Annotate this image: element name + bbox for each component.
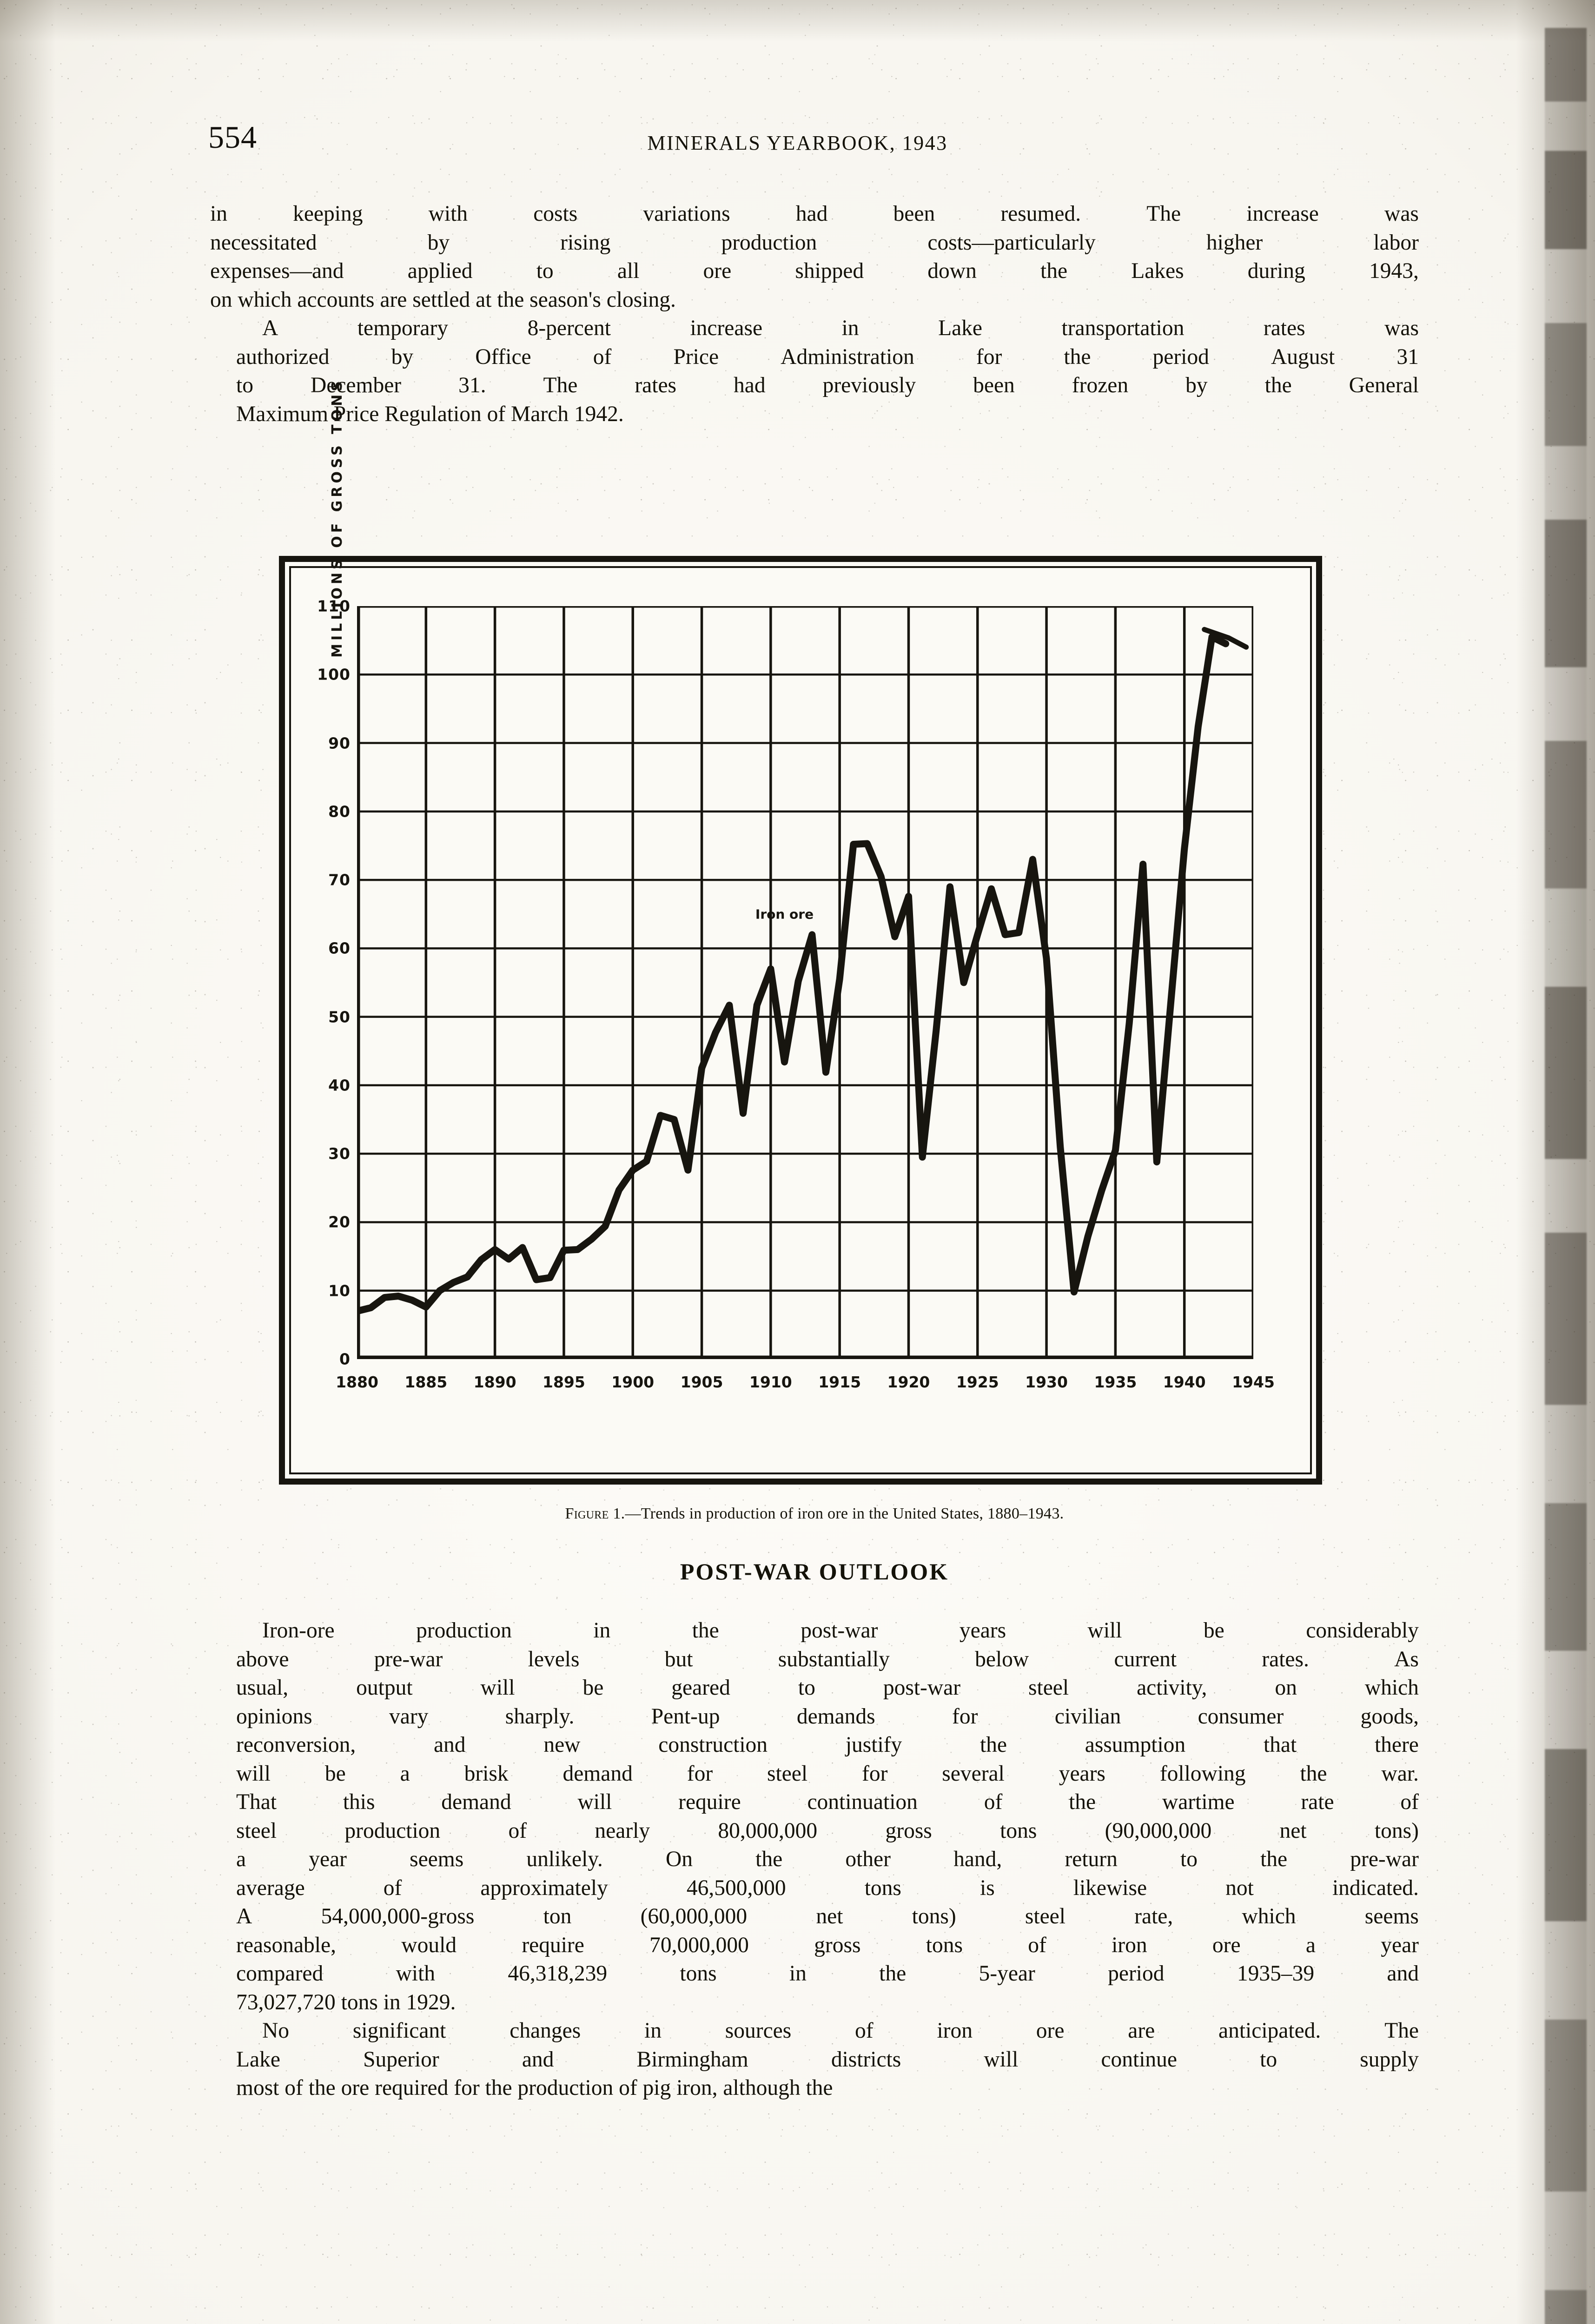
y-axis-tick-label: 110 [317, 597, 351, 615]
running-head-title: MINERALS YEARBOOK, 1943 [647, 132, 948, 154]
text-line: average of approximately 46,500,000 tons is li… [236, 1875, 1419, 1900]
page-number: 554 [208, 119, 257, 155]
body-text-bottom: Iron-ore production in the post-war years will… [210, 1617, 1419, 2103]
x-axis-tick-label: 1920 [887, 1373, 930, 1391]
x-axis-tick-label: 1925 [956, 1373, 999, 1391]
x-axis-tick-label: 1915 [818, 1373, 861, 1391]
text-line: will be a brisk demand for steel for several year… [236, 1761, 1419, 1786]
paragraph: in keeping with costs variations had been resum… [210, 200, 1419, 314]
text-line: to December 31. The rates had previously been fr… [236, 373, 1419, 397]
paragraph: No significant changes in sources of iron ore ar… [210, 2017, 1419, 2103]
text-line: A 54,000,000-gross ton (60,000,000 net tons) s… [236, 1904, 1419, 1928]
y-axis-tick-label: 50 [328, 1008, 351, 1026]
y-axis-tick-label: 10 [328, 1281, 351, 1300]
text-line: Iron-ore production in the post-war years will… [262, 1618, 1419, 1643]
x-axis-tick-label: 1880 [336, 1373, 378, 1391]
text-line: necessitated by rising production costs—part… [210, 230, 1419, 255]
body-text-top: in keeping with costs variations had been resum… [210, 200, 1419, 429]
text-line: authorized by Office of Price Administration f… [236, 344, 1419, 369]
y-axis-tick-label: 60 [328, 939, 351, 957]
text-line: steel production of nearly 80,000,000 gross to… [236, 1818, 1419, 1843]
figure-caption-text: —Trends in production of iron ore in the… [625, 1505, 1064, 1522]
x-axis-tick-label: 1935 [1094, 1373, 1137, 1391]
text-line: reconversion, and new construction justify th… [236, 1733, 1419, 1757]
y-axis-tick-label: 40 [328, 1076, 351, 1095]
figure-caption-number: Figure 1. [565, 1505, 625, 1522]
text-line: above pre-war levels but substantially below c… [236, 1647, 1419, 1671]
text-line: usual, output will be geared to post-war steel a… [236, 1676, 1419, 1700]
text-line: 73,027,720 tons in 1929. [236, 1990, 456, 2014]
text-line: No significant changes in sources of iron ore ar… [262, 2019, 1419, 2043]
chart-plot-area: MILLIONS OF GROSS TONS Iron ore 0 10 20 30 4… [317, 378, 1275, 1391]
text-line: on which accounts are settled at the sea… [210, 287, 676, 312]
text-line: most of the ore required for the product… [236, 2076, 833, 2100]
x-axis-tick-label: 1945 [1232, 1373, 1275, 1391]
section-heading-post-war-outlook: POST-WAR OUTLOOK [680, 1558, 949, 1585]
figure-1: MILLIONS OF GROSS TONS Iron ore 0 10 20 30 4… [279, 378, 1322, 1485]
figure-caption: Figure 1.—Trends in production of iron o… [210, 1505, 1419, 1523]
x-axis-tick-label: 1940 [1163, 1373, 1206, 1391]
series-label-iron-ore: Iron ore [755, 906, 814, 922]
text-line: compared with 46,318,239 tons in the 5-year per… [236, 1961, 1419, 1986]
y-axis-tick-label: 80 [328, 802, 351, 821]
text-line: a year seems unlikely. On the other hand, return… [236, 1847, 1419, 1871]
text-line: Maximum Price Regulation of March 1942. [236, 402, 624, 426]
text-line: in keeping with costs variations had been resum… [210, 202, 1419, 226]
y-axis-tick-label: 70 [328, 871, 351, 889]
y-axis-tick-label: 20 [328, 1213, 351, 1231]
y-axis-tick-label: 30 [328, 1144, 351, 1163]
x-axis-tick-label: 1895 [542, 1373, 585, 1391]
y-axis-tick-label: 100 [317, 665, 351, 684]
x-axis-tick-label: 1900 [611, 1373, 655, 1391]
text-line: That this demand will require continuation of t… [236, 1790, 1419, 1814]
text-line: Lake Superior and Birmingham districts will co… [236, 2047, 1419, 2072]
x-axis-tick-label: 1890 [473, 1373, 516, 1391]
y-axis-tick-label: 90 [328, 734, 351, 753]
text-line: expenses—and applied to all ore shipped down th… [210, 259, 1419, 283]
chart-svg [357, 606, 1253, 1359]
y-axis-tick-label: 0 [339, 1350, 351, 1368]
text-line: opinions vary sharply. Pent-up demands for civ… [236, 1704, 1419, 1729]
x-axis-tick-label: 1905 [680, 1373, 723, 1391]
x-axis-tick-label: 1885 [404, 1373, 448, 1391]
paragraph: Iron-ore production in the post-war years will… [210, 1617, 1419, 2017]
x-axis-tick-label: 1930 [1025, 1373, 1068, 1391]
x-axis-tick-label: 1910 [749, 1373, 792, 1391]
text-line: reasonable, would require 70,000,000 gross to… [236, 1933, 1419, 1957]
